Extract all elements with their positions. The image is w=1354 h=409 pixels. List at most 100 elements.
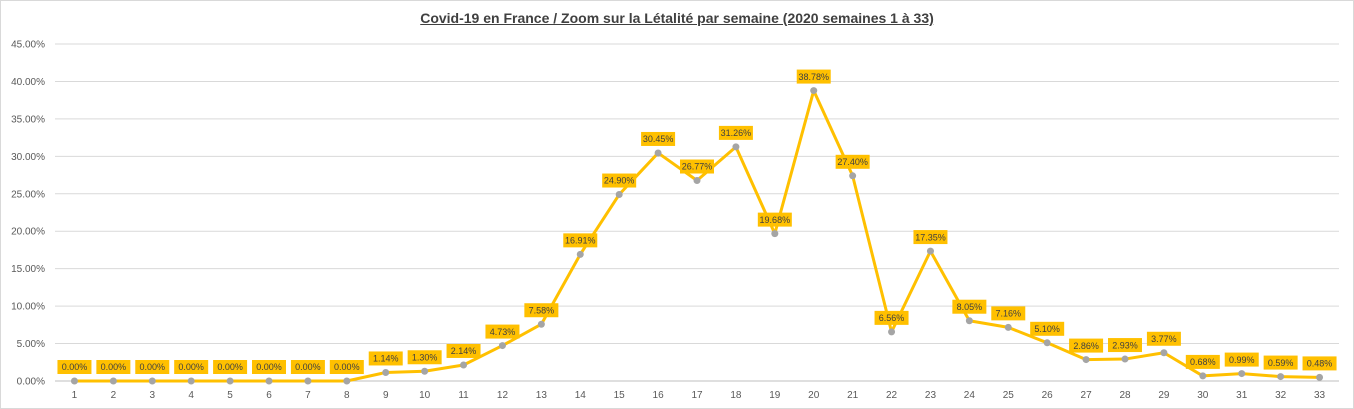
y-tick-label: 25.00% [11, 189, 45, 200]
data-label: 0.00% [62, 362, 88, 372]
data-label-box [1108, 338, 1142, 353]
x-tick-label: 21 [847, 390, 859, 401]
data-label-box [796, 69, 831, 84]
data-label: 0.00% [101, 362, 127, 372]
x-tick-label: 3 [149, 390, 155, 401]
data-label-box [135, 360, 170, 374]
y-tick-label: 40.00% [11, 77, 45, 88]
data-label-box [213, 360, 248, 374]
data-point [654, 149, 662, 157]
data-label: 19.68% [760, 215, 791, 225]
x-tick-label: 20 [808, 390, 820, 401]
data-label: 0.00% [140, 362, 166, 372]
data-label-box [757, 212, 792, 227]
data-point [615, 191, 623, 199]
y-tick-label: 20.00% [11, 227, 45, 238]
y-tick-label: 30.00% [11, 152, 45, 163]
x-tick-label: 23 [925, 390, 937, 401]
data-point [888, 328, 896, 336]
data-point [576, 250, 584, 258]
data-label-box [1185, 354, 1220, 369]
y-tick-label: 5.00% [17, 339, 45, 350]
x-tick-label: 30 [1197, 390, 1209, 401]
data-label: 2.14% [451, 346, 477, 356]
data-point [109, 377, 117, 385]
x-tick-label: 4 [188, 390, 194, 401]
data-label: 1.14% [373, 354, 399, 364]
x-tick-label: 19 [769, 390, 781, 401]
data-label: 4.73% [490, 327, 516, 337]
data-label-box [718, 125, 753, 140]
data-label-box [913, 230, 948, 245]
x-tick-label: 10 [419, 390, 431, 401]
data-label-box [96, 360, 131, 374]
data-label-box [446, 343, 481, 358]
data-point [693, 177, 701, 185]
data-label-box [874, 310, 909, 325]
data-point [70, 377, 78, 385]
data-label-box [991, 306, 1026, 321]
x-tick-label: 13 [536, 390, 548, 401]
data-point [732, 143, 740, 151]
x-tick-label: 16 [653, 390, 665, 401]
series-line [74, 89, 1320, 383]
data-point [849, 172, 857, 180]
data-point [1316, 373, 1324, 381]
data-label: 30.45% [643, 134, 674, 144]
data-point [187, 377, 195, 385]
x-tick-label: 22 [886, 390, 898, 401]
data-label: 27.40% [837, 157, 868, 167]
data-point [498, 342, 506, 350]
data-point [810, 87, 818, 95]
data-label: 0.99% [1229, 355, 1255, 365]
data-label-box [485, 324, 520, 339]
x-tick-label: 26 [1042, 390, 1054, 401]
data-label-box [329, 360, 364, 374]
data-label-box [563, 233, 598, 248]
x-tick-label: 8 [344, 390, 350, 401]
data-label-box [524, 303, 559, 318]
data-point [965, 317, 973, 325]
chart-title: Covid-19 en France / Zoom sur la Létalit… [420, 10, 934, 26]
data-label-box [1146, 331, 1181, 346]
x-tick-label: 14 [575, 390, 587, 401]
data-label: 0.00% [334, 362, 360, 372]
data-point [1043, 339, 1051, 347]
data-point [148, 377, 156, 385]
data-label: 0.68% [1190, 357, 1216, 367]
data-label: 6.56% [879, 313, 905, 323]
data-label: 0.48% [1307, 359, 1333, 369]
data-label: 2.93% [1112, 340, 1138, 350]
data-point [1004, 323, 1012, 331]
x-tick-label: 17 [691, 390, 703, 401]
data-label-box [1030, 321, 1065, 336]
x-tick-label: 15 [614, 390, 626, 401]
data-point [537, 320, 545, 328]
data-point [1277, 373, 1285, 381]
data-point [421, 367, 429, 375]
data-point [1160, 349, 1168, 357]
data-point [1238, 370, 1246, 378]
data-point [382, 368, 390, 376]
y-tick-label: 45.00% [11, 40, 45, 51]
data-label: 7.58% [529, 305, 555, 315]
x-tick-label: 33 [1314, 390, 1326, 401]
data-label: 0.00% [256, 362, 282, 372]
data-point [304, 377, 312, 385]
data-label-box [952, 299, 987, 314]
data-label-box [835, 154, 870, 169]
data-label: 8.05% [957, 302, 983, 312]
data-point [460, 361, 468, 369]
x-tick-label: 27 [1081, 390, 1093, 401]
x-tick-label: 31 [1236, 390, 1248, 401]
x-tick-label: 9 [383, 390, 389, 401]
data-label-box [57, 360, 92, 374]
x-tick-label: 5 [227, 390, 233, 401]
data-label: 31.26% [721, 128, 752, 138]
data-label-box [174, 360, 209, 374]
x-tick-label: 7 [305, 390, 311, 401]
data-point [771, 230, 779, 238]
x-tick-label: 25 [1003, 390, 1015, 401]
data-label-box [602, 173, 637, 188]
data-point [1121, 355, 1129, 363]
